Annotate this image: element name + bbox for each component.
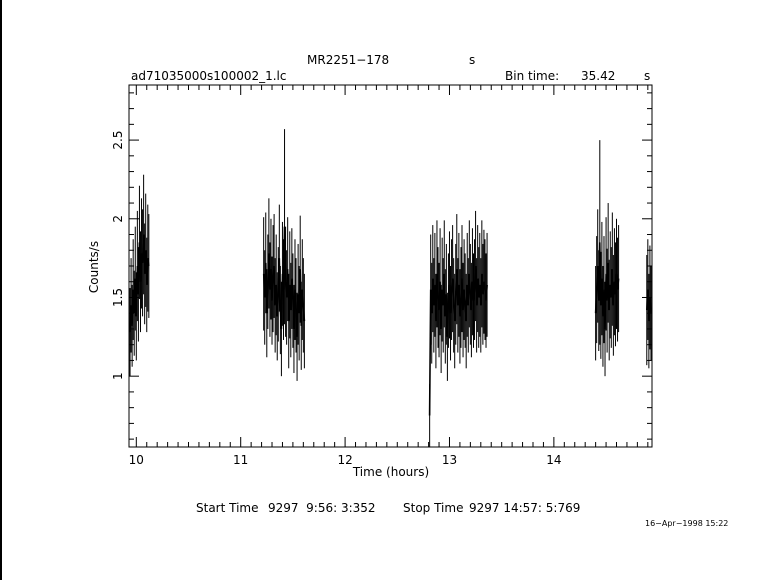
stop-time-value: 9297 14:57: 5:769 (469, 501, 581, 515)
data-segment (129, 174, 150, 377)
x-tick-label: 10 (129, 453, 144, 467)
start-time-label: Start Time (196, 501, 259, 515)
series-line (594, 242, 620, 330)
y-tick-label: 1.5 (111, 288, 125, 307)
x-axis-label: Time (hours) (352, 465, 429, 479)
series-line (428, 265, 488, 416)
series-line (646, 289, 652, 322)
data-segment (594, 140, 620, 377)
filename: ad71035000s100002_1.lc (131, 69, 287, 83)
y-axis-label: Counts/s (87, 241, 101, 293)
plot-frame (128, 84, 653, 448)
y-tick-label: 1 (111, 372, 125, 380)
plot-timestamp: 16−Apr−1998 15:22 (645, 519, 729, 528)
x-tick-label: 14 (546, 453, 561, 467)
y-tick-label: 2 (111, 215, 125, 223)
start-time-value: 9297 9:56: 3:352 (268, 501, 376, 515)
data-segment (646, 239, 652, 369)
bin-time-value: 35.42 (581, 69, 616, 83)
series-line (262, 226, 306, 337)
stop-time-label: Stop Time (403, 501, 464, 515)
bin-time-unit: s (644, 69, 651, 83)
plot-axes: 10 11 12 13 14 1 1.5 2 2.5 (111, 84, 653, 467)
object-suffix: s (469, 53, 476, 67)
x-tick-label: 13 (442, 453, 457, 467)
light-curve-data (129, 129, 652, 447)
left-border (0, 0, 2, 580)
series-line (129, 234, 150, 333)
object-name: MR2251−178 (307, 53, 390, 67)
x-tick-label: 11 (233, 453, 248, 467)
bin-time-label: Bin time: (505, 69, 560, 83)
data-segment (262, 129, 306, 381)
x-tick-label: 12 (337, 453, 352, 467)
y-tick-label: 2.5 (111, 131, 125, 150)
data-segment (428, 210, 488, 447)
